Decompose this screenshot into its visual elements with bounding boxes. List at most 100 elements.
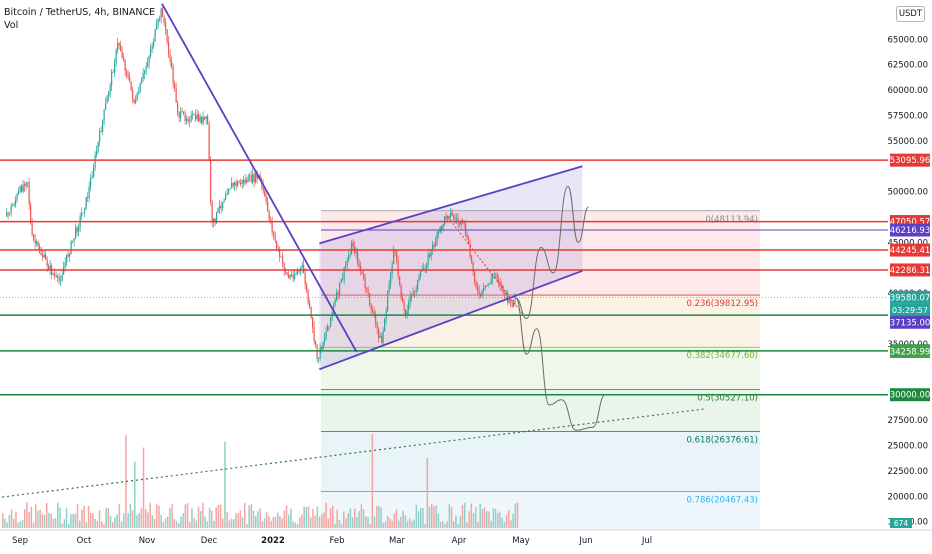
volume-bar [123, 513, 125, 528]
volume-bar [215, 507, 217, 528]
volume-bar [10, 509, 13, 528]
volume-tag-bg [890, 518, 912, 528]
candle-body [97, 141, 99, 151]
volume-bar [492, 508, 495, 528]
volume-bar [241, 517, 244, 528]
candle-body [448, 215, 450, 218]
volume-bar [153, 518, 156, 528]
volume-bar [79, 520, 81, 528]
volume-bar [202, 502, 204, 528]
volume-bar [112, 522, 114, 528]
volume-bar [266, 512, 268, 528]
candle-body [9, 213, 11, 215]
candle-body [334, 300, 336, 306]
projection-path-bearish [515, 297, 606, 431]
candle-body [393, 249, 395, 264]
volume-bar [422, 508, 424, 528]
volume-bar [411, 521, 413, 528]
candle-body [198, 114, 200, 122]
candle-body [303, 264, 305, 273]
volume-bar [494, 508, 497, 528]
volume-bar [219, 504, 222, 528]
candle-body [339, 282, 341, 295]
projection-path-bullish [515, 186, 590, 320]
volume-bar [389, 518, 391, 528]
candle-body [60, 280, 62, 282]
volume-bar [301, 514, 303, 528]
candle-body [267, 200, 269, 211]
volume-bar [233, 519, 235, 528]
candle-body [456, 218, 458, 220]
volume-bar [164, 518, 167, 528]
volume-bar [105, 507, 107, 528]
price-tag: 39580.07 [890, 293, 931, 303]
candle-body [426, 265, 428, 269]
candle-body [358, 263, 360, 266]
candle-body [153, 41, 155, 46]
volume-bar [307, 506, 310, 528]
candle-body [360, 265, 362, 272]
candle-body [193, 114, 195, 116]
volume-bar [413, 519, 415, 528]
volume-bar [15, 511, 17, 528]
candle-body [249, 175, 251, 177]
currency-button[interactable]: USDT [896, 6, 925, 22]
candle-body [199, 117, 201, 122]
candle-body [219, 205, 221, 209]
candle-body [445, 216, 447, 219]
candle-body [453, 214, 455, 219]
volume-bar [72, 513, 74, 528]
candle-body [454, 218, 456, 220]
volume-bar [371, 433, 374, 528]
x-tick-label: Jun [578, 536, 592, 546]
candle-body [211, 201, 213, 223]
candle-body [447, 215, 449, 219]
level-tag-bg [890, 263, 930, 277]
volume-bar [501, 517, 503, 528]
candle-body [238, 181, 240, 183]
candle-body [262, 183, 264, 192]
candle-body [442, 224, 444, 229]
volume-bar [138, 512, 140, 528]
candle-body [241, 179, 243, 184]
volume-bar [211, 510, 213, 528]
level-tag: 44245.41 [890, 246, 931, 256]
volume-bar [46, 502, 48, 528]
candle-body [118, 43, 120, 46]
volume-bar [453, 521, 455, 528]
candle-body [300, 267, 302, 271]
volume-bar [120, 521, 123, 528]
y-tick-label: 22500.00 [887, 467, 928, 477]
candle-body [429, 254, 431, 257]
volume-bar [274, 517, 277, 528]
candle-body [381, 336, 383, 344]
dotted-resistance-line [447, 216, 523, 314]
candle-body [396, 251, 398, 261]
y-tick-label: 65000.00 [887, 35, 928, 45]
volume-bar [259, 508, 261, 528]
candle-body [310, 307, 312, 318]
candle-body [327, 326, 329, 332]
volume-bar [217, 504, 220, 528]
level-tag: 53095.96 [890, 156, 931, 166]
volume-bar [85, 522, 88, 528]
candle-body [222, 202, 224, 209]
candle-body [102, 120, 104, 132]
volume-bar [175, 521, 178, 528]
candle-body [177, 102, 179, 113]
candle-body [400, 284, 402, 298]
volume-bar [54, 518, 57, 528]
candle-body [70, 241, 72, 254]
volume-bar [369, 523, 371, 528]
candle-body [367, 288, 369, 294]
candle-body [411, 294, 413, 297]
candle-body [471, 256, 473, 262]
volume-bar [193, 517, 195, 528]
candle-body [130, 81, 132, 91]
candle-body [112, 71, 114, 73]
volume-bar [147, 512, 149, 528]
volume-bar [41, 514, 44, 528]
volume-bar [24, 509, 26, 528]
